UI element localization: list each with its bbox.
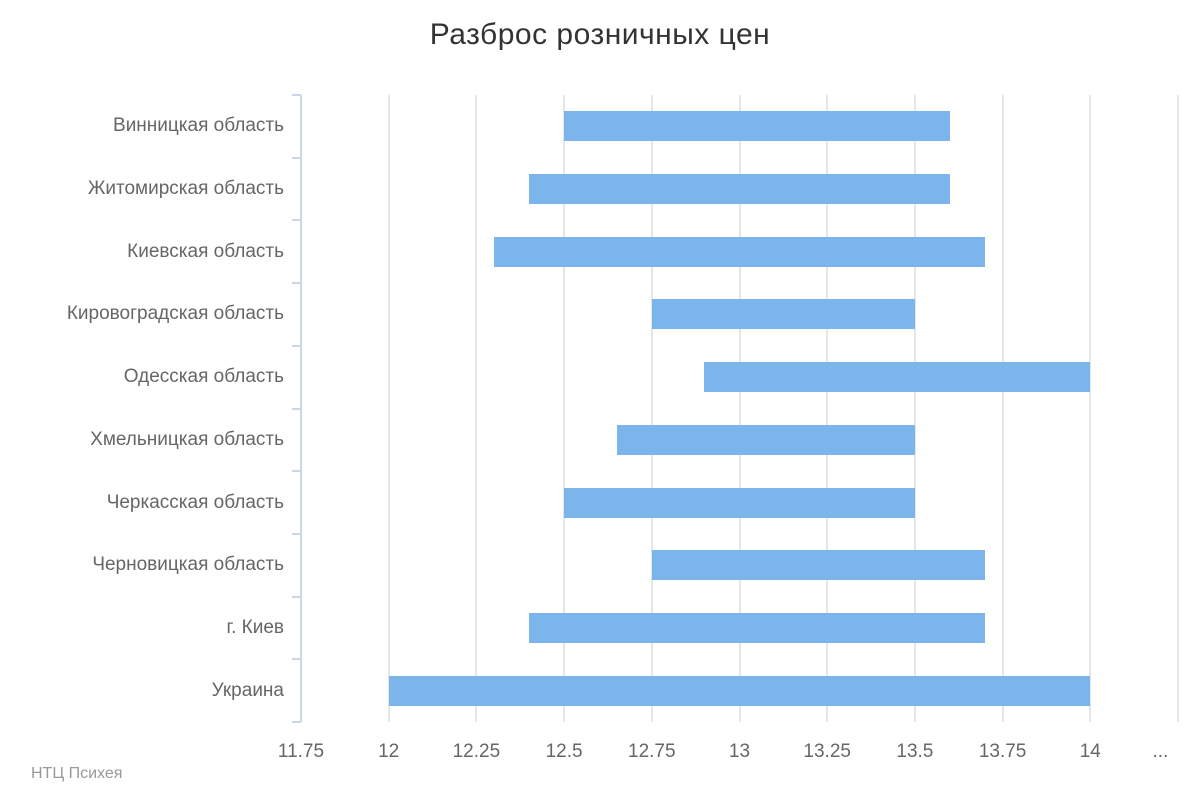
value-tick-label: 11.75: [277, 741, 325, 762]
value-tick-label: 12.25: [452, 741, 501, 762]
category-label: Хмельницкая область: [90, 428, 284, 450]
credits-label[interactable]: НТЦ Психея: [31, 765, 123, 782]
value-tick-label: 12.5: [545, 741, 583, 762]
range-bar[interactable]: [493, 236, 986, 267]
value-tick-label: 13.5: [896, 741, 934, 762]
category-axis-tick: [292, 658, 301, 661]
range-bar[interactable]: [651, 550, 986, 581]
gridline: [475, 95, 478, 722]
category-label: Украина: [211, 679, 284, 701]
range-bar[interactable]: [564, 111, 950, 142]
category-axis-tick: [292, 721, 301, 723]
category-axis-tick: [292, 156, 301, 159]
gridline: [387, 95, 390, 722]
category-label: Кировоградская область: [66, 303, 284, 325]
category-label: Винницкая область: [113, 115, 284, 137]
gridline: [650, 95, 653, 722]
gridline: [1177, 95, 1179, 722]
category-label: Киевская область: [127, 240, 284, 262]
range-bar[interactable]: [564, 487, 915, 518]
value-tick-label: 13.25: [803, 741, 851, 762]
range-bar[interactable]: [704, 362, 1091, 393]
category-axis-line: [300, 95, 302, 722]
category-label: Черновицкая область: [92, 554, 284, 576]
category-axis-tick: [292, 219, 301, 222]
value-tick-label: 12.75: [628, 741, 676, 762]
gridline: [826, 95, 829, 722]
range-bar[interactable]: [651, 299, 915, 330]
gridline: [738, 95, 741, 722]
value-tick-label: ...: [1152, 741, 1169, 762]
category-label: Одесская область: [123, 366, 284, 388]
category-axis-tick: [292, 94, 301, 96]
category-axis-tick: [292, 595, 301, 598]
category-axis-tick: [292, 407, 301, 410]
chart-title: Разброс розничных цен: [429, 18, 771, 51]
value-tick-label: 13: [728, 741, 751, 762]
gridline: [563, 95, 566, 722]
category-label: г. Киев: [226, 616, 284, 638]
plot-area: [292, 94, 1179, 723]
category-label: Черкасская область: [106, 491, 284, 513]
gridline: [913, 95, 916, 722]
gridline: [1089, 95, 1092, 722]
category-axis-tick: [292, 282, 301, 285]
value-tick-label: 14: [1079, 741, 1101, 762]
value-tick-label: 13.75: [978, 741, 1027, 762]
value-tick-label: 12: [378, 741, 400, 762]
category-axis-tick: [292, 532, 301, 535]
category-axis-tick: [292, 344, 301, 347]
range-bar[interactable]: [616, 424, 915, 455]
range-bar[interactable]: [529, 174, 950, 205]
gridline: [1001, 95, 1004, 722]
range-bar[interactable]: [388, 675, 1091, 706]
category-axis-tick: [292, 470, 301, 473]
range-bar[interactable]: [529, 612, 986, 643]
category-label: Житомирская область: [87, 178, 284, 200]
